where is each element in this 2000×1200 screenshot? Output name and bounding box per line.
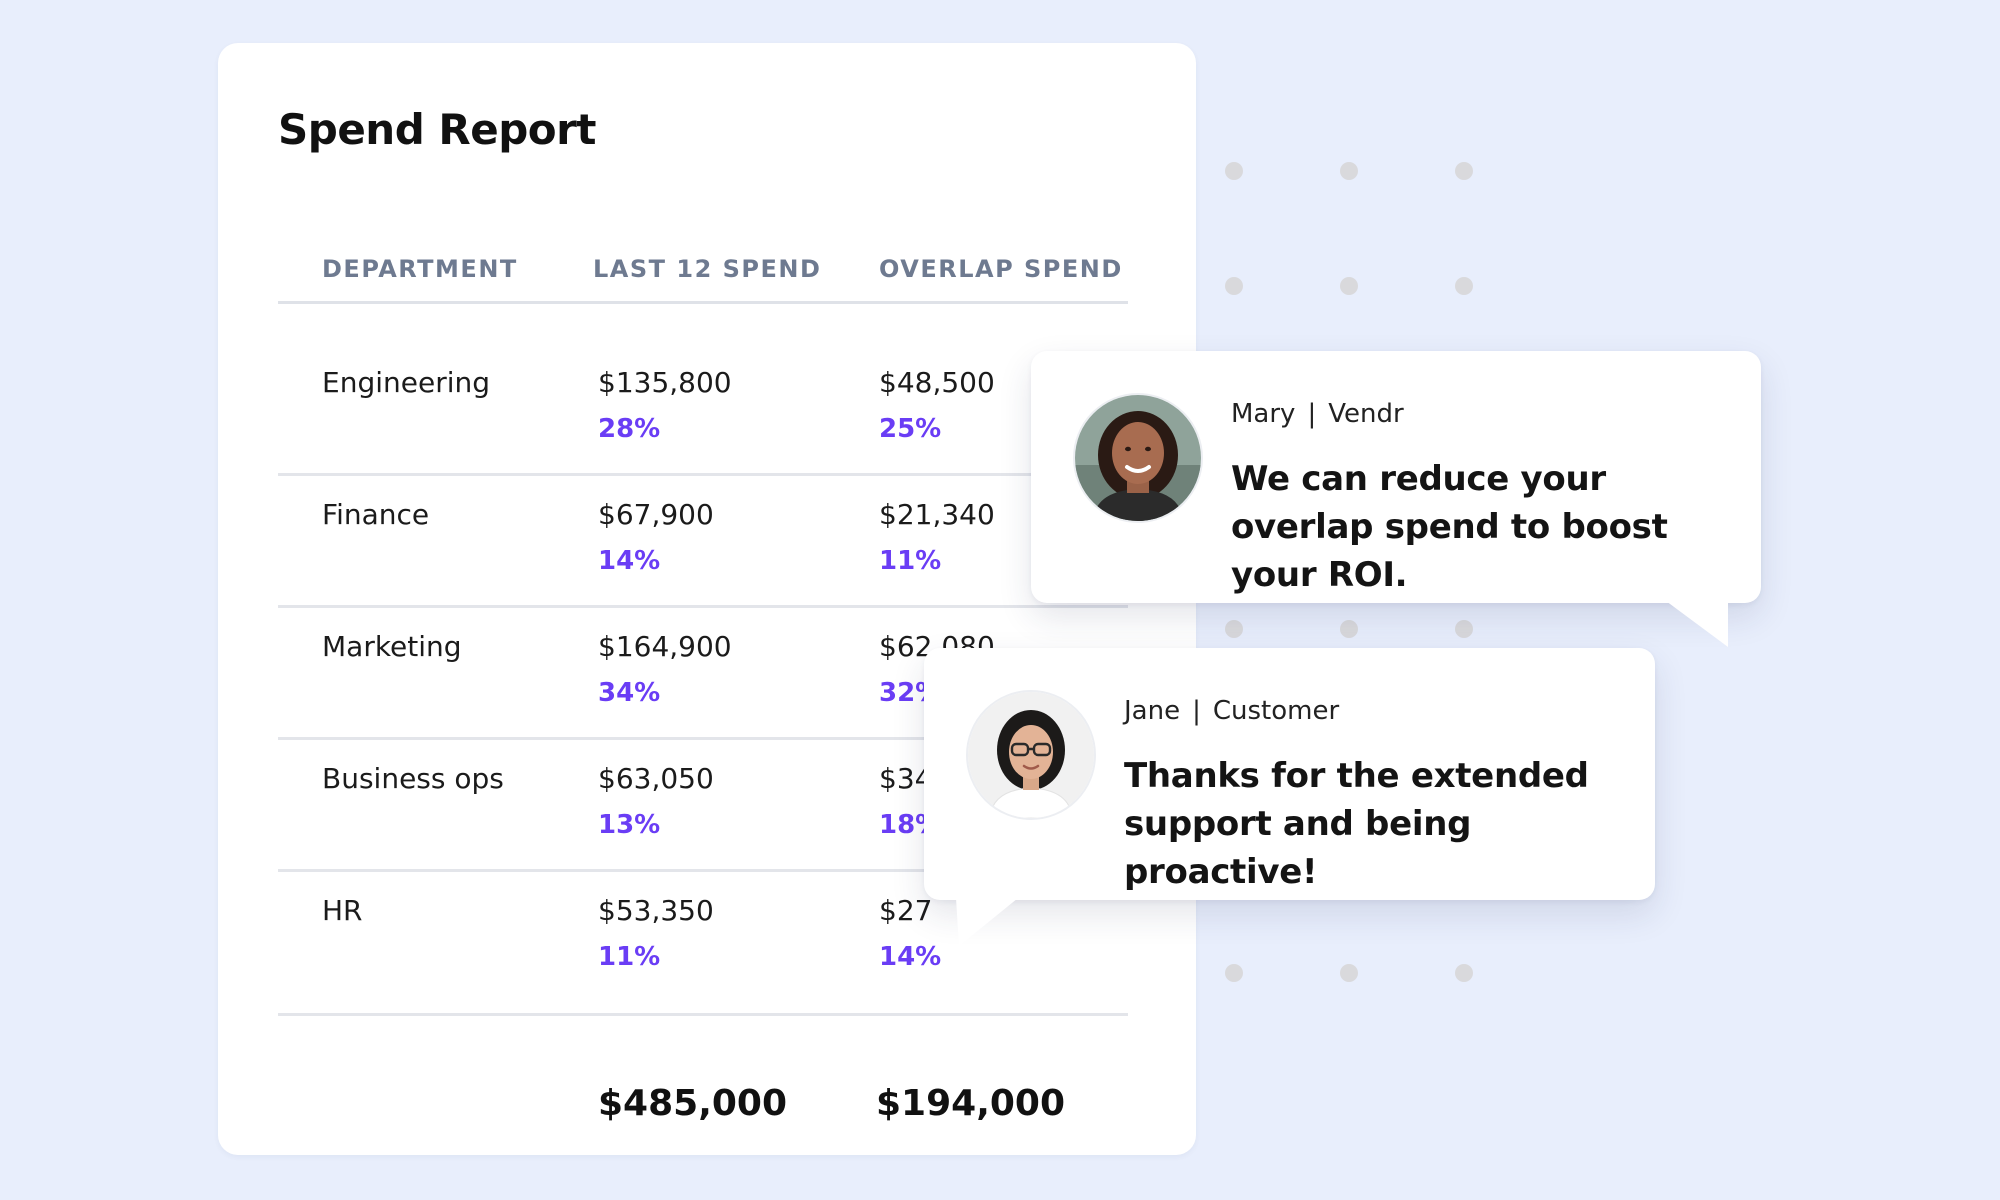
decorative-dot <box>1455 162 1473 180</box>
message-author: Mary | Vendr <box>1231 399 1404 429</box>
row-divider <box>278 737 1128 740</box>
last-12-spend-value: $164,900 <box>598 630 732 663</box>
overlap-spend-value: $34 <box>879 762 933 795</box>
last-12-spend-value: $63,050 <box>598 762 714 795</box>
last-12-spend-value: $135,800 <box>598 366 732 399</box>
customer-message-bubble: Jane | Customer Thanks for the extended su… <box>924 648 1655 900</box>
decorative-dot <box>1225 964 1243 982</box>
table-row: Engineering $135,800 28% $48,500 25% <box>278 344 1128 476</box>
decorative-dot <box>1340 277 1358 295</box>
overlap-spend-value: $21,340 <box>879 498 995 531</box>
department-name: HR <box>322 894 363 927</box>
author-company: Vendr <box>1328 399 1404 429</box>
table-row: Finance $67,900 14% $21,340 11% <box>278 476 1128 608</box>
last-12-spend-percent: 34% <box>598 678 661 708</box>
row-divider <box>278 1013 1128 1016</box>
message-text: We can reduce your overlap spend to boos… <box>1231 459 1668 595</box>
author-name: Jane <box>1124 696 1181 726</box>
bubble-tail <box>1666 601 1728 647</box>
report-title: Spend Report <box>278 105 596 154</box>
decorative-dot <box>1340 620 1358 638</box>
last-12-spend-percent: 14% <box>598 546 661 576</box>
decorative-dot <box>1340 964 1358 982</box>
column-header-last-12-spend: LAST 12 SPEND <box>593 255 822 283</box>
department-name: Engineering <box>322 366 490 399</box>
decorative-dot <box>1340 162 1358 180</box>
department-name: Marketing <box>322 630 462 663</box>
decorative-dot <box>1455 964 1473 982</box>
row-divider <box>278 869 1128 872</box>
overlap-spend-percent: 14% <box>879 942 942 972</box>
overlap-spend-percent: 11% <box>879 546 942 576</box>
message-text: Thanks for the extended support and bein… <box>1124 756 1589 892</box>
last-12-spend-percent: 13% <box>598 810 661 840</box>
row-divider <box>278 473 1128 476</box>
last-12-spend-percent: 28% <box>598 414 661 444</box>
last-12-spend-value: $53,350 <box>598 894 714 927</box>
last-12-spend-percent: 11% <box>598 942 661 972</box>
author-separator: | <box>1307 399 1317 429</box>
decorative-dot <box>1225 162 1243 180</box>
author-name: Mary <box>1231 399 1296 429</box>
table-row: Business ops $63,050 13% $34 18% <box>278 740 1128 872</box>
person-avatar-icon <box>968 692 1094 818</box>
bubble-tail <box>956 898 1018 946</box>
department-name: Finance <box>322 498 430 531</box>
mary-avatar <box>1073 393 1203 523</box>
row-divider <box>278 605 1128 608</box>
table-row: HR $53,350 11% $27 14% <box>278 872 1128 1016</box>
author-separator: | <box>1192 696 1201 726</box>
overlap-spend-value: $27 <box>879 894 933 927</box>
decorative-dot <box>1455 620 1473 638</box>
department-name: Business ops <box>322 762 504 795</box>
column-header-overlap-spend: OVERLAP SPEND <box>879 255 1123 283</box>
column-header-department: DEPARTMENT <box>322 255 518 283</box>
decorative-dot <box>1225 620 1243 638</box>
author-company: Customer <box>1212 696 1340 726</box>
decorative-dot <box>1455 277 1473 295</box>
person-avatar-icon <box>1075 395 1201 521</box>
overlap-spend-value: $48,500 <box>879 366 995 399</box>
spend-report-card: Spend Report DEPARTMENT LAST 12 SPEND OV… <box>218 43 1196 1155</box>
decorative-dot <box>1225 277 1243 295</box>
header-divider <box>278 301 1128 304</box>
vendor-message-bubble: Mary | Vendr We can reduce your overlap sp… <box>1031 351 1761 603</box>
overlap-spend-total: $194,000 <box>876 1083 1066 1124</box>
message-author: Jane | Customer <box>1124 696 1339 726</box>
last-12-spend-total: $485,000 <box>598 1083 788 1124</box>
jane-avatar <box>966 690 1096 820</box>
overlap-spend-percent: 25% <box>879 414 942 444</box>
last-12-spend-value: $67,900 <box>598 498 714 531</box>
